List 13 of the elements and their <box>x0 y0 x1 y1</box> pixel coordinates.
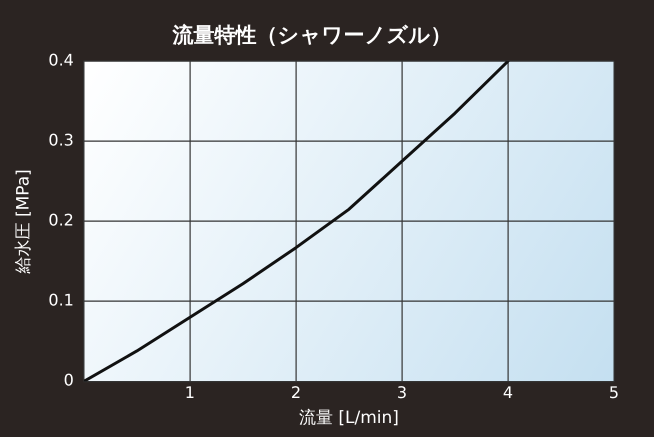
x-tick-label: 1 <box>184 383 195 402</box>
x-tick-label: 3 <box>396 383 408 402</box>
y-axis-title: 給水圧 [MPa] <box>14 169 34 274</box>
y-tick-label: 0.3 <box>48 130 74 150</box>
x-tick-label: 2 <box>290 383 301 402</box>
x-tick-label: 4 <box>502 383 514 402</box>
chart-title: 流量特性（シャワーノズル） <box>172 23 452 48</box>
x-axis-title: 流量 [L/min] <box>298 408 399 428</box>
x-tick-label: 5 <box>608 383 620 402</box>
y-tick-label: 0 <box>64 370 74 390</box>
y-tick-label: 0.2 <box>48 210 74 230</box>
y-tick-label: 0.1 <box>48 290 74 310</box>
y-tick-label: 0.4 <box>48 50 74 70</box>
